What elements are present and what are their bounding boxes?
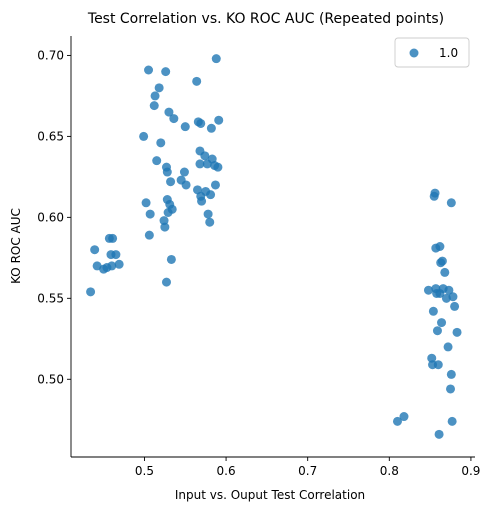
y-tick-label: 0.60 [37,210,64,224]
data-point [206,190,216,200]
data-point [108,233,118,243]
data-point [162,167,172,177]
x-tick-label: 0.8 [380,464,399,478]
data-point [145,209,155,219]
data-point [149,101,159,111]
data-point [111,250,121,260]
y-tick-label: 0.50 [37,372,64,386]
data-point [435,242,445,251]
data-point [205,217,215,227]
data-point [446,369,456,379]
y-axis-label: KO ROC AUC [9,208,23,284]
data-point [437,318,447,328]
points-layer [86,54,462,439]
data-point [430,188,440,198]
data-point [139,131,149,141]
data-point [154,83,164,93]
data-point [428,306,438,316]
data-point [392,416,402,426]
data-point [196,118,206,128]
data-point [452,327,462,337]
legend: 1.0 [394,37,470,68]
data-point [440,267,450,277]
data-point [179,167,189,177]
data-point [160,222,170,232]
data-point [161,67,171,77]
y-axis-ticks: 0.50 0.55 0.60 0.65 0.70 [37,48,71,386]
data-point [437,256,447,266]
y-tick-label: 0.55 [37,291,64,305]
data-point [447,416,457,426]
data-point [214,115,224,125]
x-tick-label: 0.9 [461,464,480,478]
chart-title: Test Correlation vs. KO ROC AUC (Repeate… [87,11,444,27]
x-axis-ticks: 0.5 0.6 0.7 0.8 0.9 [135,457,480,478]
data-point [166,254,176,264]
data-point [114,259,124,269]
data-point [446,198,456,208]
data-point [203,209,213,219]
data-point [443,342,453,352]
data-point [181,180,191,190]
data-point [423,285,433,295]
data-point [167,204,177,214]
legend-label: 1.0 [439,46,458,60]
data-point [432,326,442,336]
data-point [192,76,202,86]
data-point [164,107,174,117]
data-point [180,122,190,132]
data-point [450,301,460,311]
data-point [213,162,223,172]
y-tick-label: 0.65 [37,129,64,143]
x-tick-label: 0.5 [135,464,154,478]
data-point [448,292,458,302]
data-point [107,261,117,271]
x-tick-label: 0.7 [298,464,317,478]
data-point [152,156,162,166]
x-tick-label: 0.6 [217,464,236,478]
data-point [206,123,216,133]
data-point [197,196,207,206]
data-point [144,230,154,240]
data-point [166,177,176,187]
x-axis-label: Input vs. Ouput Test Correlation [175,488,365,502]
data-point [161,277,171,287]
data-point [444,285,454,295]
legend-marker [409,48,419,58]
data-point [86,287,96,297]
data-point [200,151,210,161]
legend-box [394,37,470,68]
data-point [433,360,443,370]
data-point [446,384,456,394]
data-point [434,429,444,439]
data-point [210,180,220,190]
data-point [195,159,205,169]
data-point [90,245,100,255]
data-point [141,198,151,208]
y-tick-label: 0.70 [37,48,64,62]
data-point [399,412,409,422]
data-point [156,138,166,148]
data-point [169,114,179,124]
data-point [144,65,154,75]
data-point [211,54,221,64]
data-point [150,91,160,101]
